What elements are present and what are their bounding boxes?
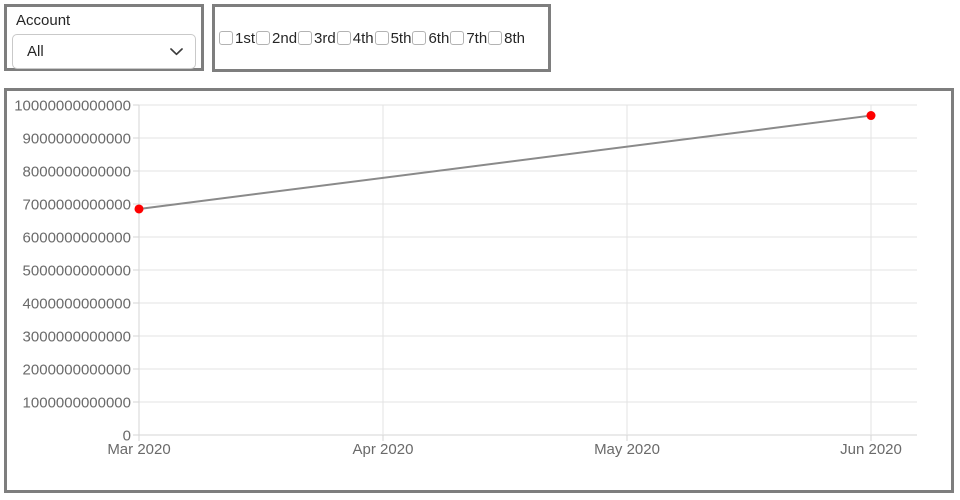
ordinal-checkbox-7th[interactable]: 7th (450, 30, 487, 47)
y-tick-label: 4000000000000 (23, 295, 131, 312)
x-tick-label: Mar 2020 (107, 441, 170, 458)
y-tick-label: 9000000000000 (23, 130, 131, 147)
checkbox-icon[interactable] (336, 31, 351, 45)
ordinal-checkbox-label: 2nd (272, 29, 298, 47)
account-filter-panel: Account All (4, 4, 204, 71)
series-line (138, 114, 872, 210)
ordinal-checkbox-3rd[interactable]: 3rd (298, 30, 336, 47)
checkbox-icon[interactable] (219, 31, 233, 45)
ordinal-checkbox-2nd[interactable]: 2nd (256, 30, 297, 47)
y-tick-label: 3000000000000 (23, 328, 131, 345)
ordinal-checkbox-label: 6th (428, 29, 450, 47)
ordinal-checkbox-label: 4th (352, 29, 374, 47)
ordinal-filter-panel: 1st 2nd 3rd 4th 5th 6th 7th 8th (212, 4, 551, 72)
y-tick-label: 1000000000000 (23, 394, 131, 411)
data-point (866, 111, 876, 121)
y-tick-label: 5000000000000 (23, 262, 131, 279)
ordinal-checkbox-8th[interactable]: 8th (488, 30, 525, 47)
chart-panel: 0 1000000000000 2000000000000 3000000000000… (4, 88, 954, 493)
ordinal-checkbox-label: 7th (466, 29, 488, 47)
ordinal-checkbox-label: 8th (504, 29, 526, 47)
x-tick-label: Jun 2020 (840, 441, 902, 458)
ordinal-checkbox-label: 1st (235, 29, 256, 47)
account-label: Account (16, 12, 71, 29)
checkbox-icon[interactable] (256, 31, 271, 45)
checkbox-icon[interactable] (488, 31, 503, 45)
checkbox-icon[interactable] (412, 31, 427, 45)
y-tick-label: 2000000000000 (23, 361, 131, 378)
y-tick-label: 7000000000000 (23, 196, 131, 213)
account-select-value: All (27, 43, 44, 60)
account-select[interactable]: All (12, 34, 196, 69)
ordinal-checkbox-label: 5th (390, 29, 412, 47)
checkbox-icon[interactable] (374, 31, 389, 45)
ordinal-checkbox-row: 1st 2nd 3rd 4th 5th 6th 7th 8th (215, 7, 548, 69)
ordinal-checkbox-6th[interactable]: 6th (412, 30, 449, 47)
ordinal-checkbox-4th[interactable]: 4th (336, 29, 374, 47)
chevron-down-icon (170, 47, 183, 56)
checkbox-icon[interactable] (450, 31, 465, 45)
line-chart: 0 1000000000000 2000000000000 3000000000000… (14, 97, 917, 458)
ordinal-checkbox-5th[interactable]: 5th (374, 29, 412, 47)
x-tick-label: Apr 2020 (353, 441, 414, 458)
x-tick-label: May 2020 (594, 441, 660, 458)
ordinal-checkbox-label: 3rd (314, 29, 336, 47)
y-tick-label: 6000000000000 (23, 229, 131, 246)
ordinal-checkbox-1st[interactable]: 1st (219, 30, 255, 47)
data-point (134, 204, 144, 214)
checkbox-icon[interactable] (298, 31, 313, 45)
y-tick-label: 0 (123, 427, 131, 444)
y-tick-label: 10000000000000 (14, 97, 131, 114)
y-tick-label: 8000000000000 (23, 163, 131, 180)
